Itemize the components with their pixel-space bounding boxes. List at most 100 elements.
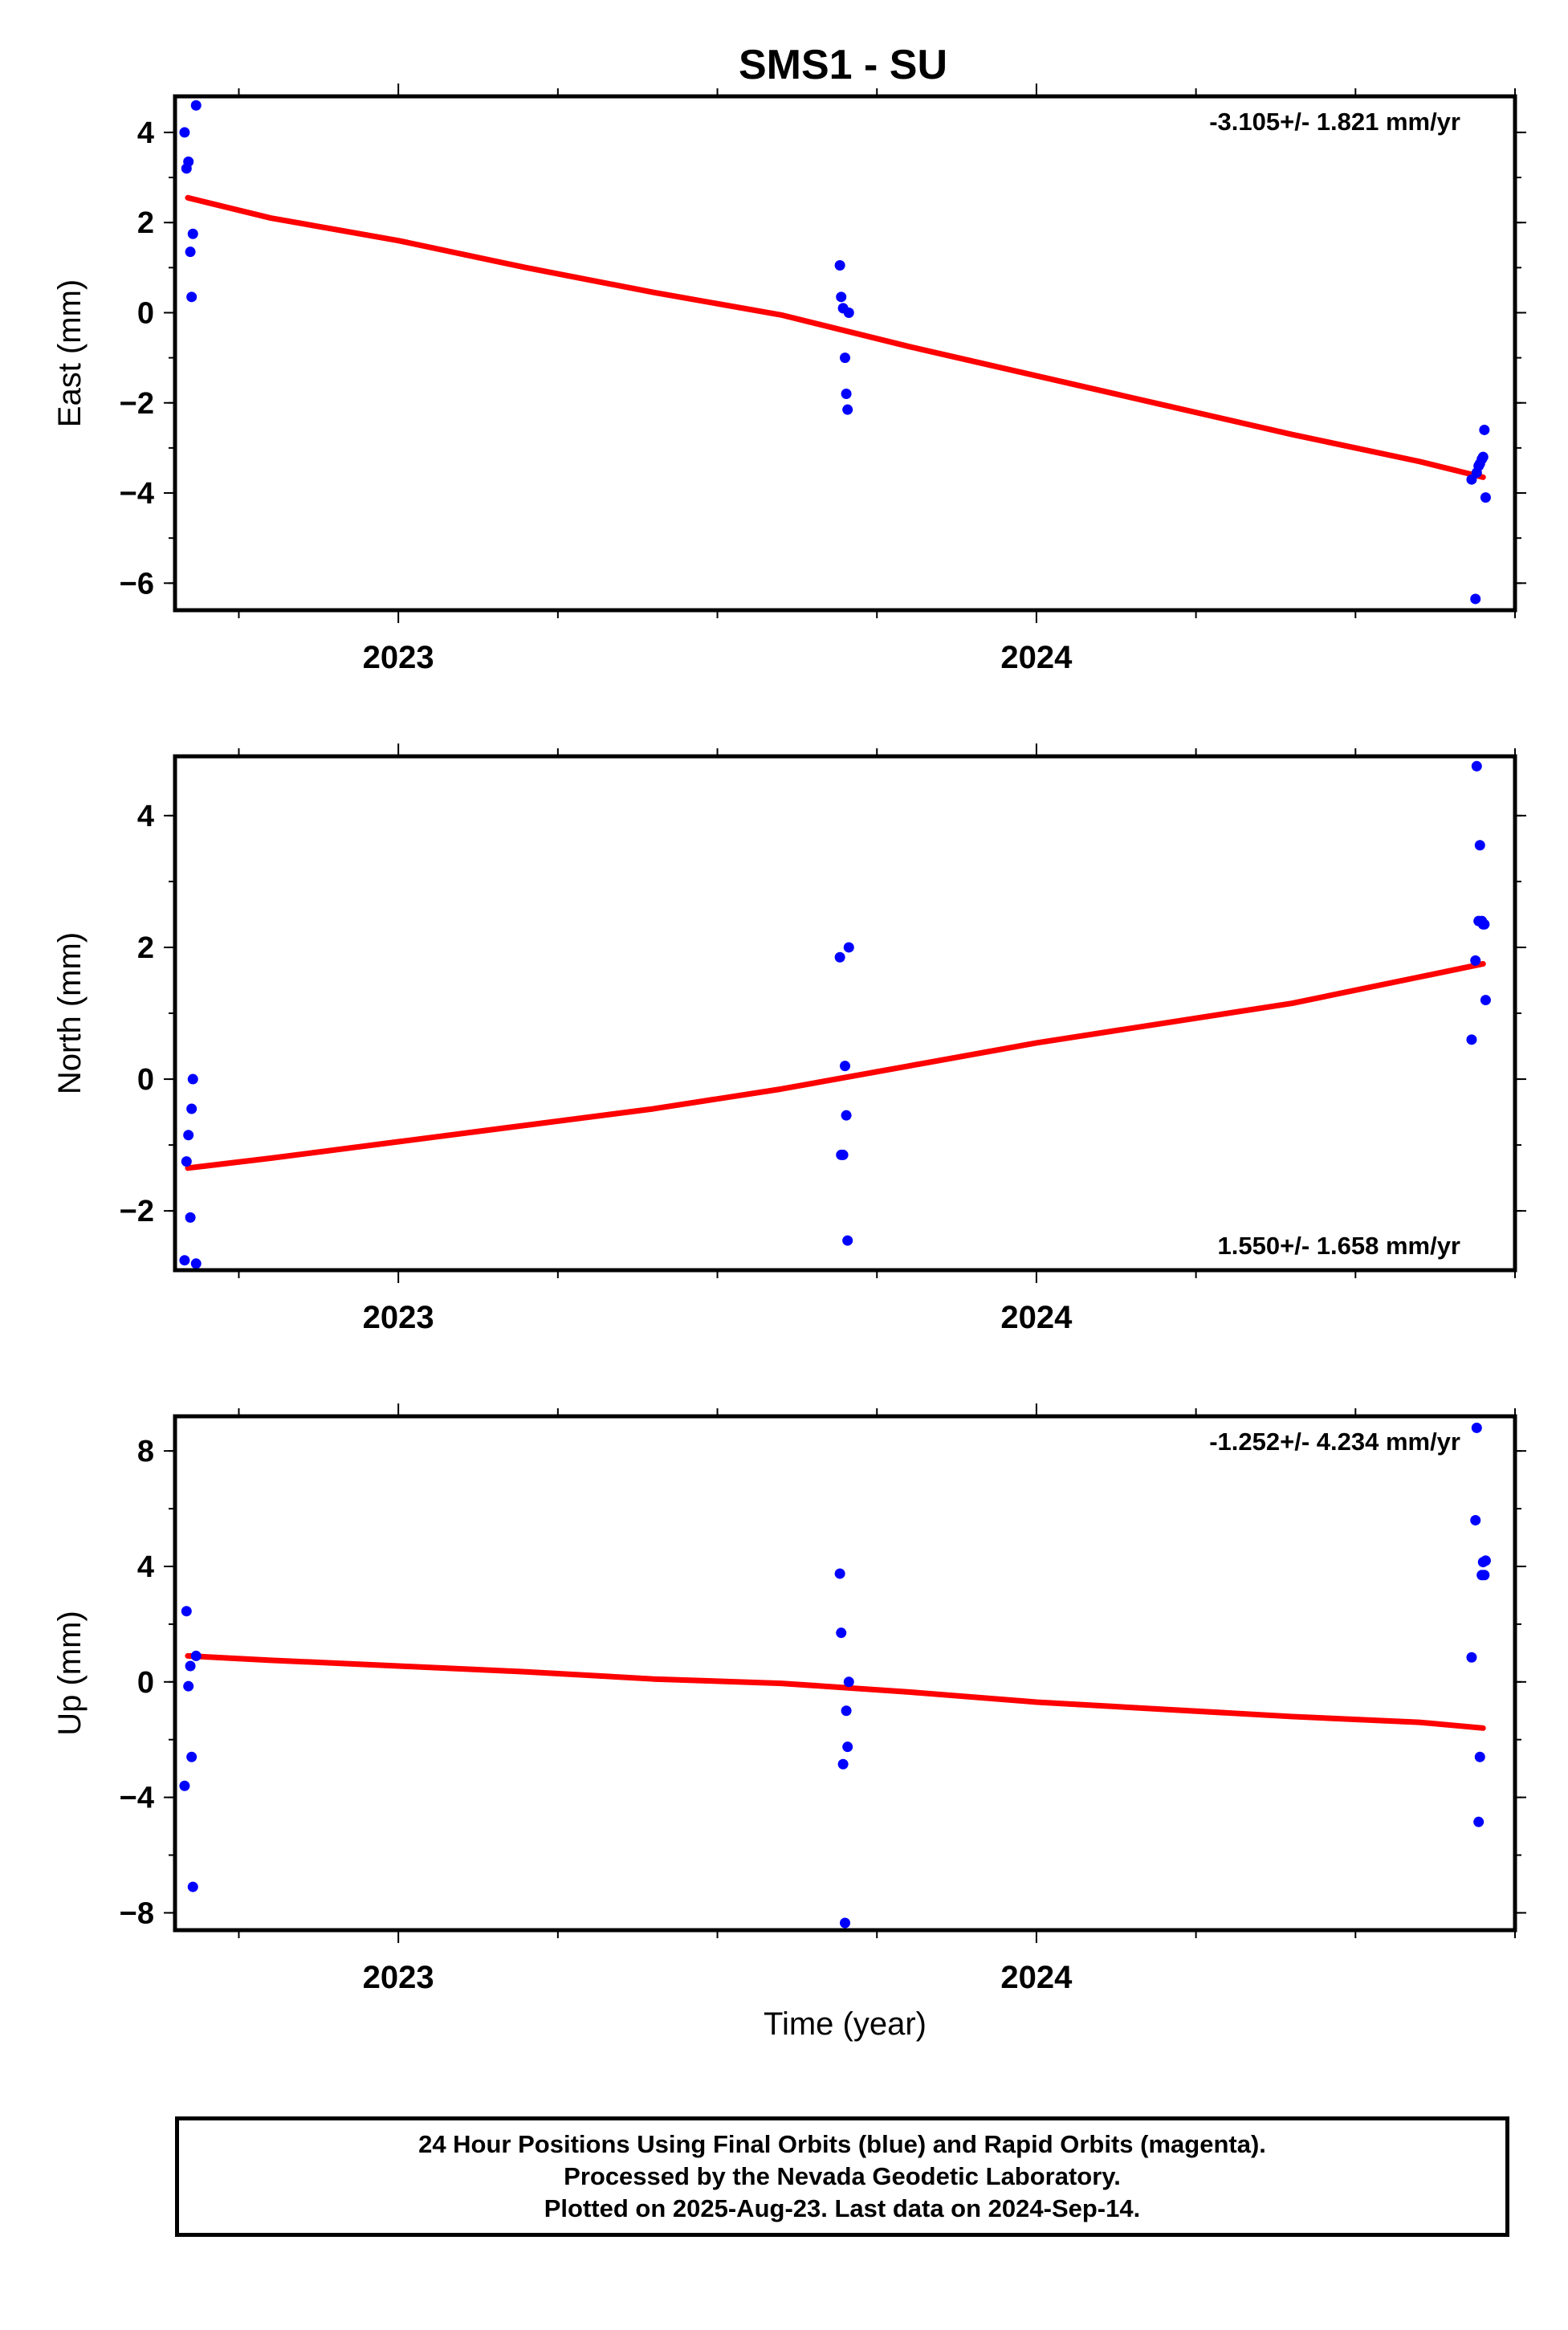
data-point xyxy=(185,246,196,258)
data-point xyxy=(840,1917,850,1929)
data-point xyxy=(190,1258,202,1269)
data-point xyxy=(1479,1570,1490,1581)
footer-line-1: 24 Hour Positions Using Final Orbits (bl… xyxy=(418,2130,1266,2158)
data-point xyxy=(179,1255,190,1266)
data-point xyxy=(836,1627,847,1639)
data-point xyxy=(1479,919,1490,930)
panel-north: 2023 2024 −2 0 2 4 North (mm) 1.550+/- 1.658 mm… xyxy=(52,743,1526,1335)
y-tick-label: 0 xyxy=(137,1063,154,1097)
y-tick-label: −8 xyxy=(120,1896,154,1930)
x-tick-label: 2024 xyxy=(1000,640,1073,675)
data-point xyxy=(834,260,845,271)
data-point xyxy=(187,1073,198,1085)
data-point xyxy=(843,1676,854,1688)
data-point xyxy=(843,942,854,953)
plot-frame xyxy=(173,754,1517,1273)
data-point xyxy=(842,1235,853,1246)
footer-line-2: Processed by the Nevada Geodetic Laborat… xyxy=(564,2162,1121,2190)
y-tick-label: 2 xyxy=(137,206,154,240)
data-point xyxy=(186,1103,198,1114)
data-point xyxy=(837,1758,849,1770)
data-point xyxy=(1470,1514,1481,1525)
data-point xyxy=(834,1568,845,1579)
x-tick-label: 2023 xyxy=(363,640,434,675)
trend-line xyxy=(185,960,1486,1171)
y-tick-label: −2 xyxy=(120,1195,154,1228)
data-point xyxy=(186,291,198,303)
data-point xyxy=(1473,1816,1485,1827)
data-point xyxy=(842,1741,853,1753)
y-tick-label: 2 xyxy=(137,931,154,965)
x-axis-label: Time (year) xyxy=(764,2006,927,2042)
data-point xyxy=(179,1780,190,1791)
footer-box: 24 Hour Positions Using Final Orbits (bl… xyxy=(175,2116,1509,2237)
data-point xyxy=(1474,1751,1485,1762)
data-point xyxy=(1466,1034,1477,1045)
y-tick-label: 0 xyxy=(137,1666,154,1700)
plot-area xyxy=(179,1422,1491,1929)
plot-area xyxy=(179,760,1491,1269)
rate-annotation: -3.105+/- 1.821 mm/yr xyxy=(1209,108,1460,136)
data-point xyxy=(1480,1555,1491,1566)
data-point xyxy=(1480,492,1491,503)
y-tick-label: 0 xyxy=(137,296,154,330)
y-axis-label: Up (mm) xyxy=(52,1611,88,1736)
data-point xyxy=(834,951,845,963)
y-tick-label: 4 xyxy=(137,1550,154,1584)
data-point xyxy=(841,389,852,400)
rate-annotation: -1.252+/- 4.234 mm/yr xyxy=(1209,1428,1460,1456)
data-point xyxy=(187,228,198,239)
data-point xyxy=(840,352,850,364)
y-axis-label: North (mm) xyxy=(52,932,88,1094)
y-tick-label: −2 xyxy=(120,387,154,421)
data-point xyxy=(837,1149,849,1160)
plot-frame xyxy=(173,94,1517,613)
footer-line-3: Plotted on 2025-Aug-23. Last data on 202… xyxy=(544,2194,1141,2222)
plot-area xyxy=(179,100,1491,605)
data-point xyxy=(179,127,190,138)
y-tick-label: −6 xyxy=(120,567,154,601)
data-point xyxy=(183,156,194,167)
y-tick-label: 4 xyxy=(137,116,154,150)
data-point xyxy=(841,1705,852,1717)
data-point xyxy=(836,291,847,303)
data-point xyxy=(1477,451,1489,462)
y-tick-label: 8 xyxy=(137,1435,154,1468)
y-tick-label: −4 xyxy=(120,477,154,511)
y-axis-label: East (mm) xyxy=(52,279,88,427)
data-point xyxy=(183,1130,194,1141)
data-point xyxy=(840,1061,850,1072)
data-point xyxy=(1471,1422,1482,1433)
data-point xyxy=(190,1650,202,1661)
data-point xyxy=(1480,995,1491,1006)
data-point xyxy=(1470,593,1481,605)
x-tick-label: 2024 xyxy=(1000,1300,1073,1335)
data-point xyxy=(183,1680,194,1692)
panel-up: 2023 2024 −8 −4 0 4 8 Up (mm) Time (year) -1.252+… xyxy=(52,1403,1526,2042)
data-point xyxy=(186,1751,198,1762)
x-tick-label: 2023 xyxy=(363,1960,434,1995)
data-point xyxy=(1466,1652,1477,1663)
data-point xyxy=(185,1660,196,1672)
data-point xyxy=(1470,955,1481,966)
x-tick-label: 2023 xyxy=(363,1300,434,1335)
data-point xyxy=(185,1212,196,1223)
data-point xyxy=(1471,760,1482,772)
data-point xyxy=(843,307,854,318)
data-point xyxy=(181,1606,192,1617)
data-point xyxy=(1479,424,1490,435)
trend-line xyxy=(185,194,1486,480)
x-tick-label: 2024 xyxy=(1000,1960,1073,1995)
panel-east: 2023 2024 −6 −4 −2 0 2 4 East (mm) -3.105+/- 1.82… xyxy=(52,84,1526,675)
data-point xyxy=(1474,840,1485,851)
y-tick-label: 4 xyxy=(137,800,154,833)
plot-frame xyxy=(173,1414,1517,1933)
data-point xyxy=(841,1110,852,1121)
trend-line xyxy=(185,1652,1486,1731)
chart-title: SMS1 - SU xyxy=(739,42,947,88)
y-tick-label: −4 xyxy=(120,1782,154,1815)
data-point xyxy=(842,404,853,415)
rate-annotation: 1.550+/- 1.658 mm/yr xyxy=(1218,1232,1460,1260)
data-point xyxy=(187,1881,198,1892)
